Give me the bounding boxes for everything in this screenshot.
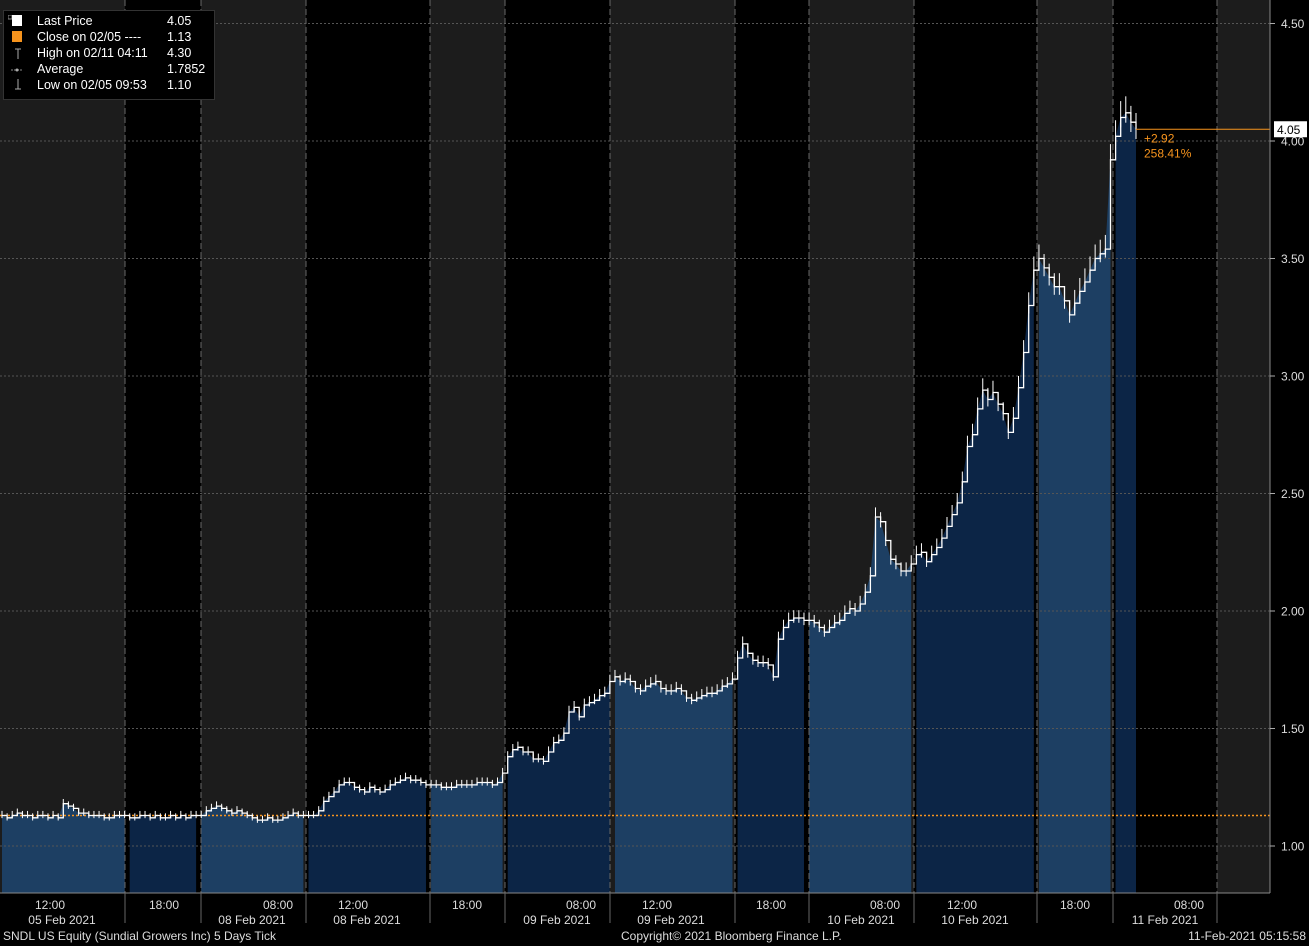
legend-label: Close on 02/05 ---- — [37, 30, 142, 44]
y-tick-label: 3.50 — [1281, 252, 1305, 266]
session-band — [1217, 0, 1270, 893]
x-tick-label: 18:00 — [149, 898, 179, 912]
axes: 1.00 1.50 2.00 2.50 3.00 3.50 4.00 4.50 12:00 18:… — [0, 0, 1305, 927]
y-tick-label: 2.50 — [1281, 487, 1305, 501]
change-label: +2.92 — [1144, 131, 1175, 145]
footer-copyright: Copyright© 2021 Bloomberg Finance L.P. — [621, 929, 842, 943]
x-tick-label: 08:00 — [263, 898, 293, 912]
low-marker-icon — [8, 79, 22, 91]
x-tick-label: 12:00 — [338, 898, 368, 912]
price-area-segment — [431, 773, 503, 893]
legend-label: Average — [37, 62, 84, 76]
legend-value: 1.13 — [167, 30, 192, 44]
price-area-segment — [614, 676, 733, 893]
price-area-segment — [507, 681, 610, 893]
session-band — [201, 0, 306, 893]
price-area-segment — [129, 815, 197, 893]
price-line-layer — [1, 96, 1137, 823]
price-area-segment — [737, 618, 804, 893]
orange-square-icon — [8, 31, 22, 43]
y-tick-label: 4.50 — [1281, 17, 1305, 31]
legend-value: 4.30 — [167, 46, 192, 60]
session-band — [0, 0, 125, 893]
x-date-label: 09 Feb 2021 — [523, 913, 591, 927]
price-area-segment — [201, 806, 304, 893]
last-price-box — [1274, 121, 1307, 138]
session-band — [430, 0, 505, 893]
change-pct-label: 258.41% — [1144, 146, 1192, 160]
white-square-icon — [7, 14, 22, 27]
y-tick-label: 1.00 — [1281, 840, 1305, 854]
x-tick-label: 12:00 — [947, 898, 977, 912]
y-tick-label: 3.00 — [1281, 370, 1305, 384]
x-date-label: 10 Feb 2021 — [827, 913, 895, 927]
x-tick-label: 08:00 — [566, 898, 596, 912]
x-tick-label: 18:00 — [452, 898, 482, 912]
x-date-label: 08 Feb 2021 — [218, 913, 286, 927]
y-tick-label: 1.50 — [1281, 722, 1305, 736]
legend-value: 1.7852 — [167, 62, 206, 76]
y-tick-label: 4.00 — [1281, 135, 1305, 149]
footer-security-label: SNDL US Equity (Sundial Growers Inc) 5 D… — [3, 929, 276, 943]
legend-value: 4.05 — [167, 14, 192, 28]
x-date-label: 10 Feb 2021 — [941, 913, 1009, 927]
price-area-segment — [916, 270, 1034, 893]
price-area-segment — [308, 777, 426, 893]
x-tick-label: 18:00 — [1060, 898, 1090, 912]
legend-label: High on 02/11 04:11 — [37, 46, 148, 60]
x-tick-label: 08:00 — [1174, 898, 1204, 912]
price-area-segment — [1038, 159, 1111, 894]
footer-timestamp: 11-Feb-2021 05:15:58 — [1188, 929, 1306, 943]
x-tick-label: 12:00 — [642, 898, 672, 912]
price-area-segment — [1115, 112, 1136, 894]
average-marker-icon — [8, 63, 22, 75]
x-date-label: 11 Feb 2021 — [1132, 913, 1199, 927]
legend-label: Low on 02/05 09:53 — [37, 78, 147, 92]
legend: Last Price 4.05 Close on 02/05 ---- 1.13… — [3, 10, 215, 100]
grid-lines — [0, 0, 1270, 893]
legend-value: 1.10 — [167, 78, 192, 92]
price-area — [2, 112, 1136, 894]
x-tick-label: 18:00 — [756, 898, 786, 912]
high-marker-icon — [8, 47, 22, 59]
legend-label: Last Price — [37, 14, 93, 28]
x-tick-label: 12:00 — [35, 898, 65, 912]
price-area-segment — [2, 803, 125, 893]
x-tick-label: 08:00 — [870, 898, 900, 912]
y-tick-label: 2.00 — [1281, 605, 1305, 619]
x-date-label: 09 Feb 2021 — [637, 913, 705, 927]
x-date-label: 08 Feb 2021 — [333, 913, 401, 927]
last-price-label: 4.05 — [1277, 123, 1301, 137]
x-date-label: 05 Feb 2021 — [28, 913, 96, 927]
